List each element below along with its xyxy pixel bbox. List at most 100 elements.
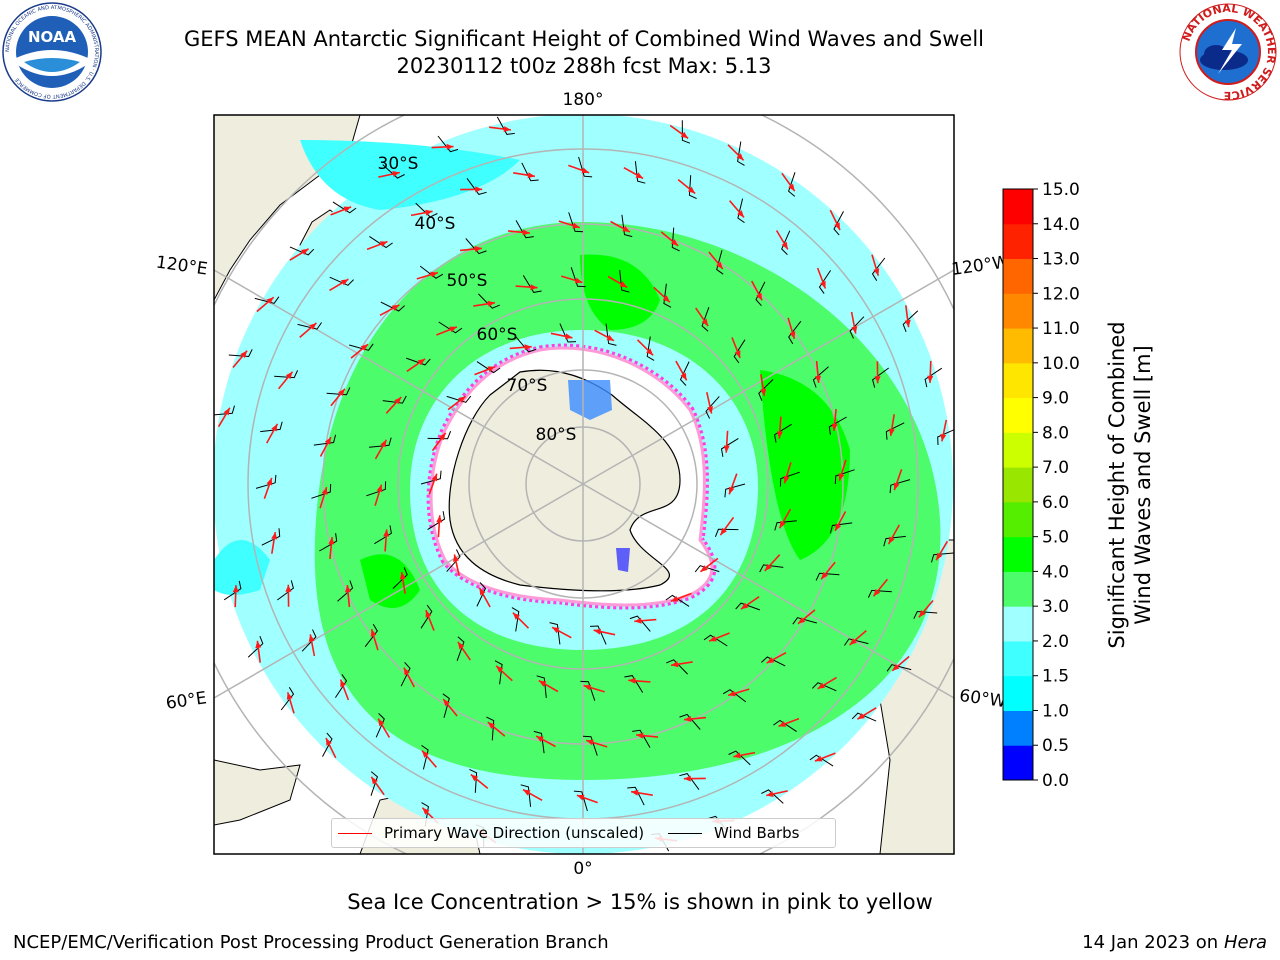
wave-direction-layer [217, 124, 949, 844]
chart-subtitle: 20230112 t00z 288h fcst Max: 5.13 [396, 54, 772, 78]
wave-direction-arrowhead [683, 775, 691, 782]
wind-barb [937, 429, 954, 446]
wind-barb [720, 437, 739, 457]
wind-barb [722, 689, 747, 703]
wave-direction-arrowhead [328, 537, 335, 545]
colorbar-tick-label: 11.0 [1042, 319, 1080, 339]
wave-direction-arrowhead [778, 721, 787, 727]
footer-date: 14 Jan 2023 on Hera [1082, 932, 1267, 953]
wind-barb [442, 693, 450, 718]
wave-direction-arrowhead [892, 664, 900, 671]
colorbar-tick-label: 7.0 [1042, 458, 1069, 478]
colorbar-bin [1003, 675, 1033, 711]
wave-direction-arrowhead [737, 210, 744, 218]
wind-barb [872, 367, 889, 388]
wind-barb [420, 470, 442, 485]
wave-direction-arrowhead [343, 206, 352, 213]
wave-direction-arrowhead [470, 774, 479, 782]
wave-direction-arrowhead [487, 722, 496, 729]
wind-barb [758, 379, 774, 401]
wind-barb [781, 230, 791, 255]
wave-direction-arrowhead [446, 143, 454, 150]
wind-barb [605, 323, 617, 346]
wave-direction-arrowhead [936, 552, 943, 561]
map-frame [213, 114, 955, 855]
colorbar-bin [1003, 745, 1033, 781]
wave-direction-arrowhead [394, 397, 402, 405]
wind-barb [214, 405, 235, 416]
wave-direction-arrowhead [403, 667, 410, 676]
wave-direction-arrowhead [271, 532, 278, 540]
lon-label-0: 0° [573, 859, 592, 879]
wave-direction-arrowhead [888, 536, 895, 545]
wind-barb [665, 594, 690, 607]
wind-barb [774, 423, 792, 443]
colorbar-bin [1003, 710, 1033, 746]
wind-barb [666, 659, 688, 675]
wind-barb [632, 729, 651, 748]
wave-direction-arrowhead [255, 640, 262, 649]
colorbar-tick-label: 13.0 [1042, 250, 1080, 270]
wave-direction-arrowhead [425, 209, 433, 216]
wave-direction-arrowhead [635, 172, 644, 179]
wind-barb [580, 680, 596, 701]
wind-barb [885, 422, 905, 440]
wave-direction-arrowhead [820, 280, 826, 289]
lon-label-60w: 60°W [958, 686, 1007, 712]
wind-barb [446, 549, 461, 572]
wind-barb [755, 281, 766, 306]
wave-direction-arrowhead [789, 331, 796, 339]
wind-barb [629, 615, 651, 632]
wave-direction-arrowhead [893, 482, 900, 491]
wind-barb [280, 687, 295, 711]
wind-barb [364, 623, 378, 648]
wave-direction-arrowhead [709, 635, 717, 642]
wind-barb [671, 227, 680, 252]
wave-direction-arrowhead [814, 755, 823, 762]
wave-direction-arrowhead [487, 366, 496, 372]
legend-barb-line [668, 832, 702, 834]
wind-barb [679, 361, 690, 386]
wave-direction-arrowhead [522, 229, 530, 236]
wind-barb [382, 395, 407, 404]
wind-barb [400, 662, 411, 687]
wind-barb [366, 481, 387, 497]
wind-barb [679, 773, 700, 790]
wind-barb [716, 250, 724, 275]
wave-direction-arrowhead [628, 677, 636, 684]
wind-barb [392, 567, 408, 589]
colorbar-tick-label: 14.0 [1042, 215, 1080, 235]
wave-direction-arrowhead [538, 680, 547, 687]
wind-barb [774, 520, 797, 531]
colorbar-tick-label: 9.0 [1042, 389, 1069, 409]
wind-barb [694, 565, 720, 573]
wave-direction-arrowhead [457, 641, 465, 650]
longitude-lines [214, 115, 954, 854]
wind-barb [332, 201, 357, 214]
colorbar-tick-label: 5.0 [1042, 528, 1069, 548]
wave-direction-arrowhead [449, 326, 457, 333]
colorbar-tick-label: 3.0 [1042, 597, 1069, 617]
wave-direction-arrowhead [634, 617, 642, 624]
wind-barb [818, 270, 832, 294]
colorbar-bin [1003, 328, 1033, 364]
wind-barb [247, 636, 264, 658]
wind-barb [663, 283, 672, 308]
nws-logo-icon: NATIONAL WEATHER SERVICE [1179, 2, 1278, 102]
wave-direction-arrowhead [524, 344, 532, 351]
wave-direction-arrowhead [733, 752, 741, 759]
wave-direction-arrowhead [766, 657, 775, 664]
wave-direction-arrowhead [576, 794, 585, 801]
wave-direction-arrowhead [496, 665, 504, 673]
wind-barb [871, 257, 886, 281]
wind-barb [465, 238, 487, 255]
wind-barb [301, 629, 317, 652]
wind-barb [380, 301, 405, 312]
wind-barb [515, 336, 537, 353]
wave-direction-arrowhead [583, 684, 592, 691]
wind-barb [337, 580, 354, 602]
wave-direction-arrowhead [527, 172, 535, 179]
lat-label-40s: 40°S [415, 214, 456, 234]
wind-barb [522, 275, 542, 293]
wind-barb [733, 339, 746, 364]
